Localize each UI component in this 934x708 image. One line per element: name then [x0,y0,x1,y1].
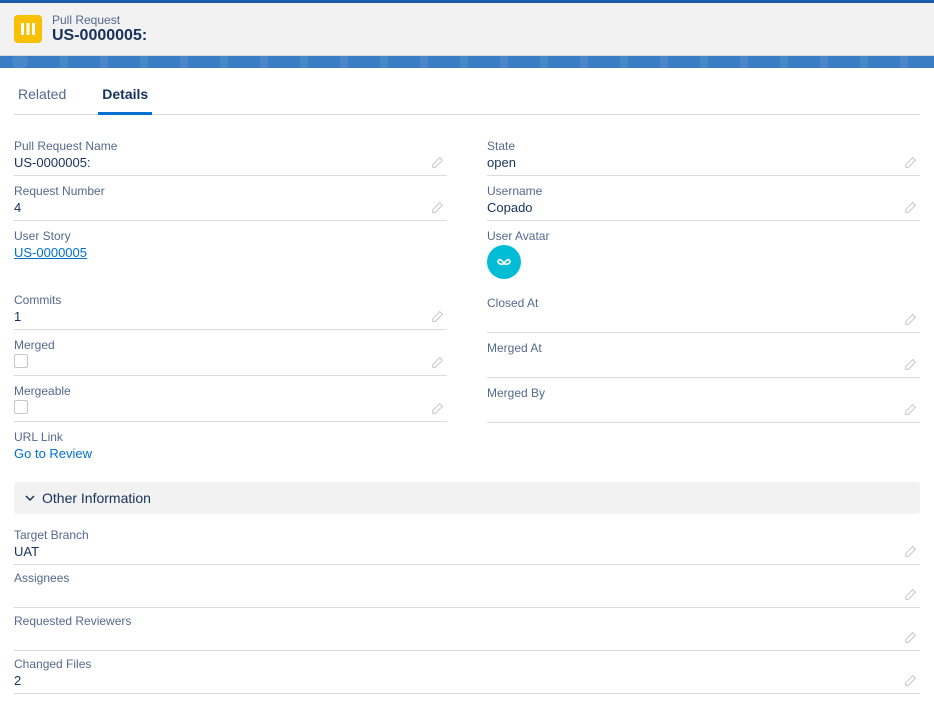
record-title: US-0000005: [52,27,147,45]
edit-icon[interactable] [904,357,918,371]
field-label: State [487,139,920,153]
field-value: UAT [14,544,920,564]
field-assignees: Assignees [14,565,920,608]
field-state: State open [487,131,920,176]
field-request-number: Request Number 4 [14,176,447,221]
edit-icon[interactable] [904,587,918,601]
pull-request-icon [20,21,36,37]
record-icon [14,15,42,43]
edit-icon[interactable] [431,401,445,415]
field-target-branch: Target Branch UAT [14,522,920,565]
edit-icon[interactable] [431,155,445,169]
field-label: Request Number [14,184,447,198]
edit-icon[interactable] [904,312,918,326]
record-type-label: Pull Request [52,13,147,27]
field-label: User Avatar [487,229,920,243]
field-label: Merged At [487,341,920,355]
divider-band [0,56,934,68]
field-label: Closed At [487,296,920,310]
field-user-avatar: User Avatar [487,221,920,279]
field-value [487,357,920,377]
field-value: 2 [14,673,920,693]
field-label: Pull Request Name [14,139,447,153]
detail-grid: Pull Request Name US-0000005: Request Nu… [14,115,920,466]
field-requested-reviewers: Requested Reviewers [14,608,920,651]
field-pull-request-name: Pull Request Name US-0000005: [14,131,447,176]
field-label: Requested Reviewers [14,614,920,628]
content-area: Related Details Pull Request Name US-000… [0,68,934,708]
edit-icon[interactable] [431,200,445,214]
url-link[interactable]: Go to Review [14,446,447,466]
field-value: Copado [487,200,920,220]
field-label: Merged [14,338,447,352]
field-commits: Commits 1 [14,285,447,330]
field-label: Assignees [14,571,920,585]
field-changed-files: Changed Files 2 [14,651,920,694]
field-value: US-0000005: [14,155,447,175]
field-url-link: URL Link Go to Review [14,422,447,466]
field-value [487,312,920,332]
section-title: Other Information [42,490,151,506]
user-story-link[interactable]: US-0000005 [14,245,87,265]
field-merged-by: Merged By [487,378,920,423]
field-label: URL Link [14,430,447,444]
field-label: Username [487,184,920,198]
left-column: Pull Request Name US-0000005: Request Nu… [14,131,447,466]
edit-icon[interactable] [904,200,918,214]
avatar [487,245,521,279]
field-value: open [487,155,920,175]
chevron-down-icon [24,492,36,504]
edit-icon[interactable] [431,309,445,323]
field-user-story: User Story US-0000005 [14,221,447,265]
mergeable-checkbox[interactable] [14,400,28,414]
field-label: Mergeable [14,384,447,398]
field-value [14,587,920,607]
field-label: Changed Files [14,657,920,671]
edit-icon[interactable] [904,544,918,558]
tab-bar: Related Details [14,68,920,115]
edit-icon[interactable] [904,155,918,169]
page-header: Pull Request US-0000005: [0,3,934,56]
field-value: 4 [14,200,447,220]
field-value [487,402,920,422]
edit-icon[interactable] [904,402,918,416]
edit-icon[interactable] [904,673,918,687]
tab-related[interactable]: Related [14,78,70,115]
field-label: Target Branch [14,528,920,542]
field-closed-at: Closed At [487,288,920,333]
section-body: Target Branch UAT Assignees Requested Re… [14,514,920,694]
field-value [14,630,920,650]
merged-checkbox[interactable] [14,354,28,368]
field-label: Commits [14,293,447,307]
section-other-information[interactable]: Other Information [14,482,920,514]
edit-icon[interactable] [904,630,918,644]
field-label: Merged By [487,386,920,400]
edit-icon[interactable] [431,355,445,369]
field-username: Username Copado [487,176,920,221]
field-label: User Story [14,229,447,243]
right-column: State open Username Copado User Avatar [487,131,920,466]
tab-details[interactable]: Details [98,78,152,115]
field-value: 1 [14,309,447,329]
header-text: Pull Request US-0000005: [52,13,147,45]
field-mergeable: Mergeable [14,376,447,422]
infinity-icon [494,252,514,272]
field-merged-at: Merged At [487,333,920,378]
field-merged: Merged [14,330,447,376]
